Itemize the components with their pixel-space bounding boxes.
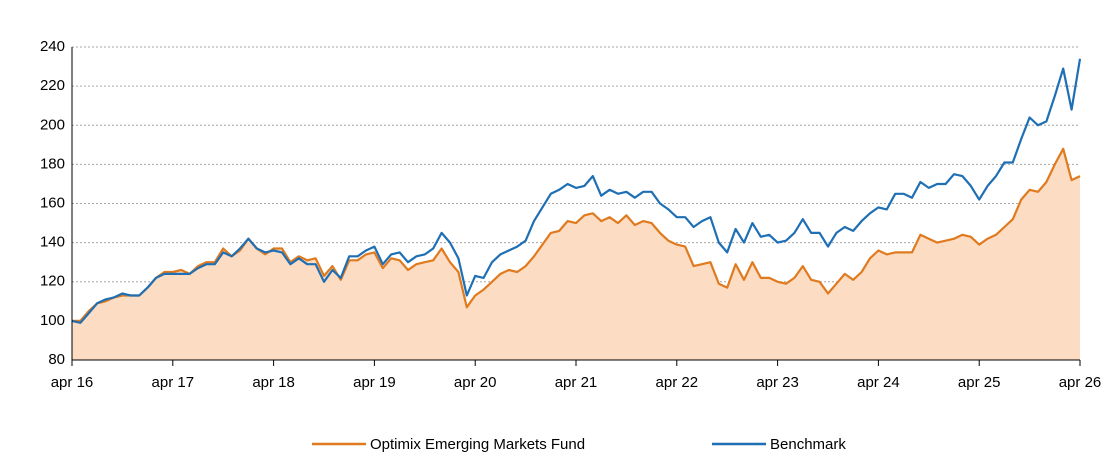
x-tick-label: apr 23 [756, 374, 799, 391]
y-tick-label: 100 [40, 312, 65, 329]
y-tick-label: 80 [48, 351, 65, 368]
y-tick-label: 140 [40, 234, 65, 251]
x-tick-label: apr 21 [555, 374, 598, 391]
x-tick-label: apr 17 [152, 374, 195, 391]
series-line [71, 58, 1082, 324]
legend-label: Benchmark [770, 436, 846, 453]
x-tick-label: apr 19 [353, 374, 396, 391]
x-tick-label: apr 26 [1059, 374, 1102, 391]
x-tick-label: apr 16 [51, 374, 94, 391]
legend-label: Optimix Emerging Markets Fund [370, 436, 585, 453]
x-tick-label: apr 22 [656, 374, 699, 391]
area [72, 148, 1080, 360]
x-tick-label: apr 18 [252, 374, 295, 391]
x-tick-label: apr 24 [857, 374, 900, 391]
x-tick-label: apr 25 [958, 374, 1001, 391]
x-tick-label: apr 20 [454, 374, 497, 391]
y-tick-label: 180 [40, 155, 65, 172]
y-tick-label: 200 [40, 116, 65, 133]
y-tick-label: 220 [40, 77, 65, 94]
y-tick-label: 120 [40, 273, 65, 290]
y-tick-label: 160 [40, 194, 65, 211]
series-line [72, 147, 1081, 322]
y-tick-label: 240 [40, 38, 65, 55]
